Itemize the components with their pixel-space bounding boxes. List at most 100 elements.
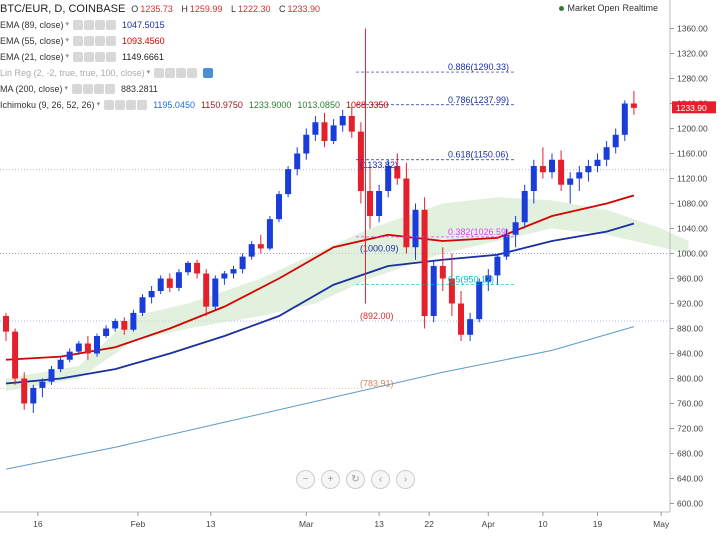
candle[interactable] xyxy=(521,184,528,229)
candle[interactable] xyxy=(367,166,373,229)
settings-icon[interactable] xyxy=(203,68,214,78)
candle[interactable] xyxy=(348,106,355,138)
candle[interactable] xyxy=(266,216,273,251)
dropdown-arrow-icon[interactable]: ▾ xyxy=(65,37,70,44)
indicator-control-icon[interactable] xyxy=(73,36,84,46)
candle[interactable] xyxy=(203,269,210,316)
indicator-control-icon[interactable] xyxy=(84,36,95,46)
candle[interactable] xyxy=(276,191,282,223)
candle[interactable] xyxy=(576,166,583,191)
candle[interactable] xyxy=(621,100,628,141)
plus-icon[interactable]: + xyxy=(321,470,340,489)
candle[interactable] xyxy=(48,366,55,385)
indicator-controls[interactable] xyxy=(104,100,148,110)
dropdown-arrow-icon[interactable]: ▾ xyxy=(64,85,69,92)
candle[interactable] xyxy=(175,269,182,291)
candle[interactable] xyxy=(494,253,501,285)
indicator-control-icon[interactable] xyxy=(165,68,176,78)
indicator-row[interactable]: MA (200, close) ▾ 883.2811 xyxy=(0,82,164,96)
indicator-controls[interactable] xyxy=(72,84,116,94)
indicator-control-icon[interactable] xyxy=(95,20,106,30)
indicator-controls[interactable] xyxy=(73,52,117,62)
candle[interactable] xyxy=(221,271,228,285)
candle[interactable] xyxy=(130,309,137,332)
candle[interactable] xyxy=(421,197,428,329)
indicator-control-icon[interactable] xyxy=(72,84,83,94)
indicator-row[interactable]: EMA (89, close) ▾ 1047.5015 xyxy=(0,18,171,32)
candle[interactable] xyxy=(485,269,492,291)
indicator-control-icon[interactable] xyxy=(84,20,95,30)
candle[interactable] xyxy=(3,312,9,341)
indicator-control-icon[interactable] xyxy=(105,84,116,94)
minus-icon[interactable]: − xyxy=(296,470,315,489)
candle[interactable] xyxy=(194,259,201,279)
dropdown-arrow-icon[interactable]: ▾ xyxy=(65,21,70,28)
candle[interactable] xyxy=(539,147,546,179)
candle[interactable] xyxy=(230,266,237,279)
candle[interactable] xyxy=(157,275,164,295)
indicator-control-icon[interactable] xyxy=(137,100,148,110)
indicator-control-icon[interactable] xyxy=(94,84,105,94)
indicator-control-icon[interactable] xyxy=(104,100,115,110)
dropdown-arrow-icon[interactable]: ▾ xyxy=(96,101,101,108)
candle[interactable] xyxy=(121,317,128,335)
reset-icon[interactable]: ↻ xyxy=(346,470,365,489)
indicator-control-icon[interactable] xyxy=(83,84,94,94)
indicator-control-icon[interactable] xyxy=(106,36,117,46)
candle[interactable] xyxy=(403,162,410,254)
indicator-control-icon[interactable] xyxy=(176,68,187,78)
indicator-control-icon[interactable] xyxy=(95,52,106,62)
indicator-controls[interactable] xyxy=(73,36,117,46)
candle[interactable] xyxy=(430,259,437,323)
candle[interactable] xyxy=(112,318,119,332)
candle[interactable] xyxy=(357,122,364,204)
candle[interactable] xyxy=(567,172,574,204)
candle[interactable] xyxy=(212,275,219,310)
candle[interactable] xyxy=(21,372,28,410)
candle[interactable] xyxy=(376,184,383,223)
candle[interactable] xyxy=(512,216,519,248)
candle[interactable] xyxy=(321,112,328,148)
candle[interactable] xyxy=(558,150,565,191)
candle[interactable] xyxy=(248,241,255,260)
dropdown-arrow-icon[interactable]: ▾ xyxy=(146,69,151,76)
candle[interactable] xyxy=(339,109,346,132)
symbol-title[interactable]: BTC/EUR, D, COINBASE xyxy=(0,3,126,15)
indicator-row[interactable]: Ichimoku (9, 26, 52, 26) ▾ 1195.0450 1150.9… xyxy=(0,98,395,112)
candle[interactable] xyxy=(166,273,173,293)
candle[interactable] xyxy=(530,159,537,204)
indicator-control-icon[interactable] xyxy=(73,52,84,62)
candle[interactable] xyxy=(257,234,264,254)
candle[interactable] xyxy=(603,141,610,166)
candle[interactable] xyxy=(148,286,155,304)
indicator-control-icon[interactable] xyxy=(95,36,106,46)
candle[interactable] xyxy=(57,356,64,373)
indicator-row[interactable]: EMA (21, close) ▾ 1149.6661 xyxy=(0,50,170,64)
candle[interactable] xyxy=(549,153,555,179)
candle[interactable] xyxy=(394,153,401,185)
indicator-control-icon[interactable] xyxy=(106,52,117,62)
candle[interactable] xyxy=(467,312,474,341)
candle[interactable] xyxy=(294,147,301,176)
candle[interactable] xyxy=(585,159,592,182)
indicator-control-icon[interactable] xyxy=(73,20,84,30)
candle[interactable] xyxy=(66,348,73,363)
candle[interactable] xyxy=(385,159,392,198)
candle[interactable] xyxy=(312,116,319,141)
candle[interactable] xyxy=(476,278,483,323)
candle[interactable] xyxy=(612,128,619,154)
indicator-row[interactable]: EMA (55, close) ▾ 1093.4560 xyxy=(0,34,171,48)
indicator-control-icon[interactable] xyxy=(154,68,165,78)
candle[interactable] xyxy=(139,294,146,316)
forward-icon[interactable]: › xyxy=(396,470,415,489)
candle[interactable] xyxy=(412,203,419,260)
indicator-row[interactable]: Lin Reg (2, -2, true, true, 100, close) ▾ xyxy=(0,66,219,80)
candle[interactable] xyxy=(285,166,292,198)
indicator-control-icon[interactable] xyxy=(115,100,126,110)
candle[interactable] xyxy=(94,333,100,357)
back-icon[interactable]: ‹ xyxy=(371,470,390,489)
candle[interactable] xyxy=(30,384,37,413)
candle[interactable] xyxy=(594,153,601,173)
indicator-control-icon[interactable] xyxy=(187,68,198,78)
